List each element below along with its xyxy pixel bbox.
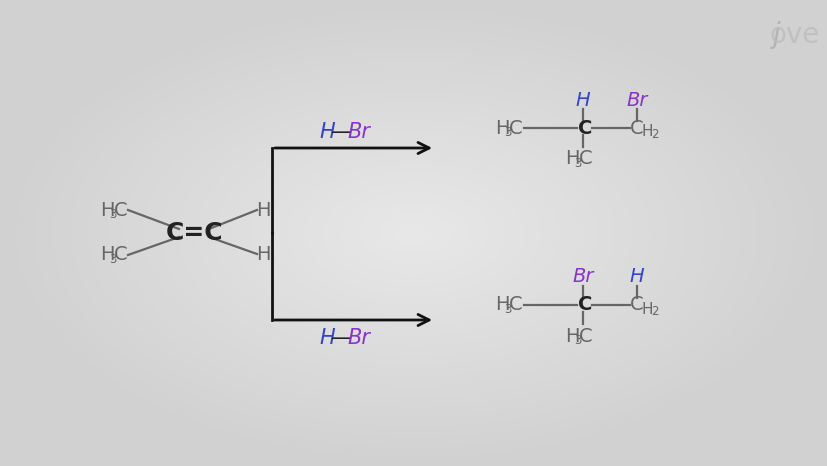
Text: H: H	[575, 90, 590, 110]
Text: H: H	[629, 267, 643, 287]
Text: 3: 3	[109, 253, 117, 266]
Text: 2: 2	[651, 305, 658, 318]
Text: H: H	[495, 118, 509, 137]
Text: j: j	[772, 21, 779, 49]
Text: C: C	[629, 118, 643, 137]
Text: 2: 2	[651, 128, 658, 141]
Text: 3: 3	[574, 157, 581, 170]
Text: H: H	[564, 327, 579, 345]
Text: Br: Br	[625, 90, 647, 110]
Text: H: H	[318, 328, 334, 348]
Text: Br: Br	[347, 328, 370, 348]
Text: 3: 3	[574, 334, 581, 347]
Text: H: H	[99, 246, 114, 265]
Text: 3: 3	[504, 126, 511, 139]
Text: C: C	[577, 295, 591, 315]
Text: —: —	[330, 328, 351, 348]
Text: C: C	[629, 295, 643, 315]
Text: 3: 3	[504, 303, 511, 316]
Text: C: C	[114, 200, 127, 219]
Text: C: C	[579, 150, 592, 169]
Text: Br: Br	[347, 122, 370, 142]
Text: C: C	[579, 327, 592, 345]
Text: H: H	[318, 122, 334, 142]
Text: H: H	[495, 295, 509, 315]
Text: C=C: C=C	[166, 221, 223, 245]
Text: H: H	[640, 124, 652, 139]
Text: C: C	[509, 118, 522, 137]
Text: H: H	[256, 200, 270, 219]
Text: H: H	[640, 302, 652, 316]
Text: H: H	[256, 245, 270, 263]
Text: C: C	[114, 246, 127, 265]
Text: C: C	[577, 118, 591, 137]
Text: Br: Br	[571, 267, 593, 287]
Text: H: H	[564, 150, 579, 169]
Text: C: C	[509, 295, 522, 315]
Text: —: —	[330, 122, 351, 142]
Text: ove: ove	[769, 21, 819, 49]
Text: H: H	[99, 200, 114, 219]
Text: 3: 3	[109, 208, 117, 221]
